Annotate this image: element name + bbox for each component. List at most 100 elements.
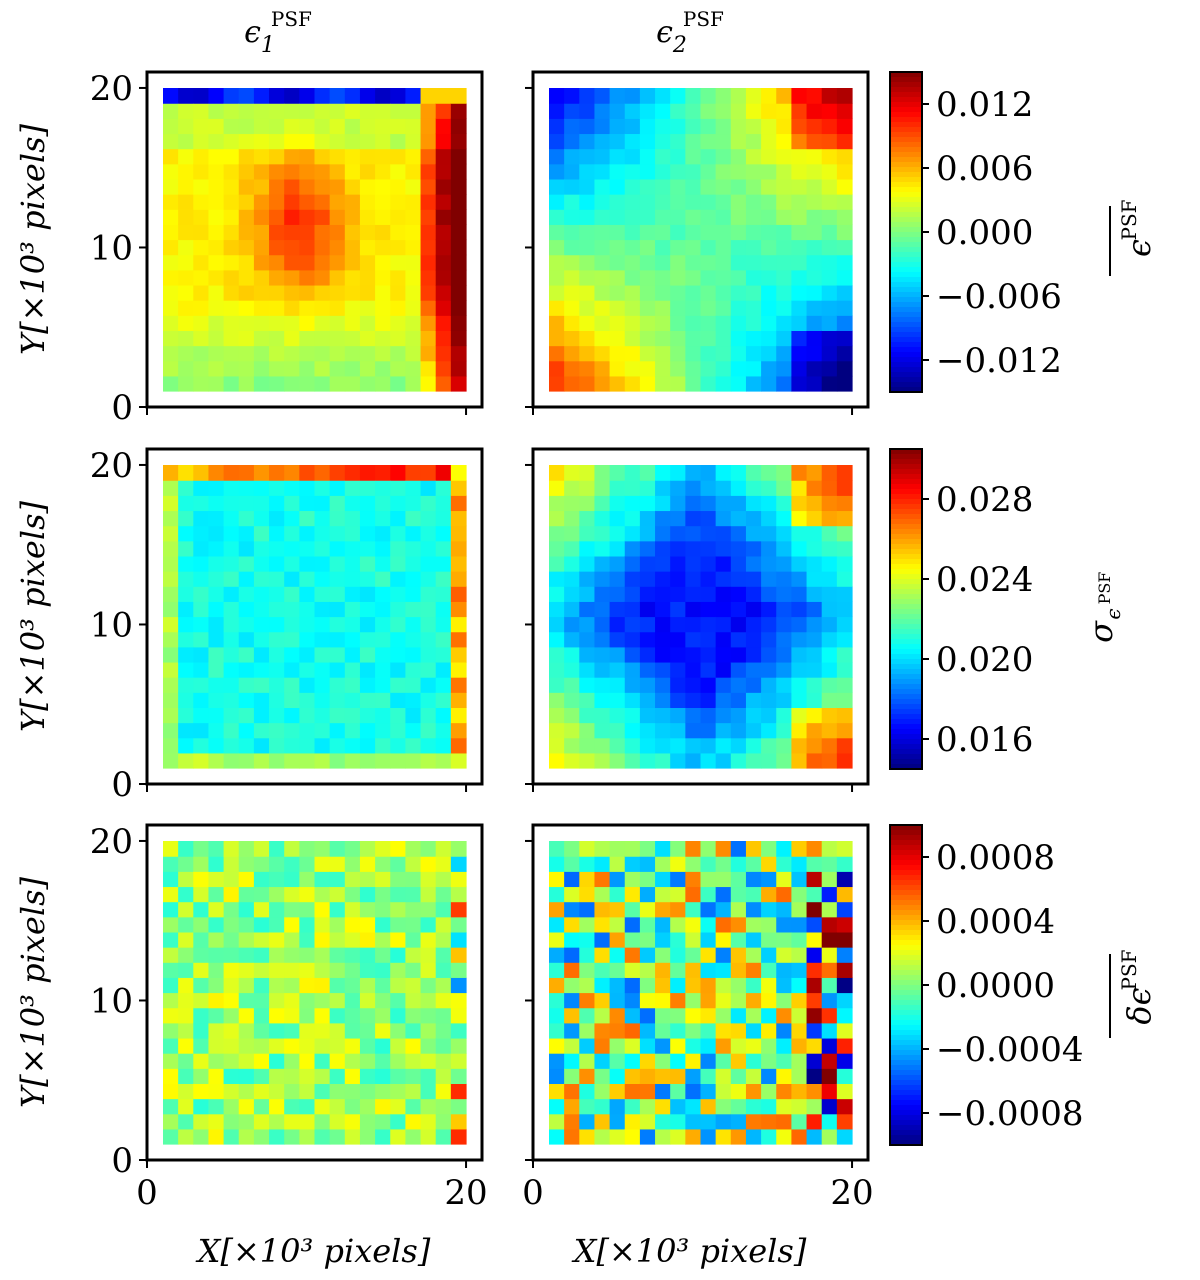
heatmap-cell — [715, 1053, 732, 1069]
heatmap-cell — [685, 540, 702, 557]
heatmap-cell — [821, 194, 838, 210]
heatmap-cell — [609, 555, 626, 572]
heatmap-cell — [405, 510, 422, 527]
heatmap-cell — [284, 586, 300, 602]
heatmap-cell — [344, 284, 361, 301]
heatmap-cell — [223, 510, 240, 527]
heatmap-cell — [375, 1113, 391, 1130]
heatmap-cell — [836, 133, 853, 150]
heatmap-cell — [375, 677, 391, 693]
heatmap-cell — [344, 360, 361, 377]
colorbar-segment — [890, 524, 922, 530]
heatmap-cell — [685, 1113, 702, 1130]
colorbar-segment — [890, 529, 922, 535]
heatmap-cell — [253, 269, 270, 286]
heatmap-cell — [564, 330, 580, 347]
heatmap-cell — [624, 947, 641, 963]
heatmap-cell — [549, 871, 565, 888]
colorbar-segment — [890, 97, 922, 103]
heatmap-cell — [314, 722, 331, 739]
heatmap-cell — [791, 118, 808, 135]
y-axis-label: Y[×10³ pixels] — [14, 876, 52, 1108]
heatmap-cell — [594, 480, 611, 496]
heatmap-cell — [715, 977, 732, 994]
heatmap-cell — [564, 1053, 580, 1069]
heatmap-cell — [639, 224, 656, 241]
heatmap-cell — [163, 330, 179, 347]
heatmap-cell — [806, 901, 823, 918]
heatmap-cell — [329, 901, 346, 918]
heatmap-cell — [375, 1098, 391, 1115]
heatmap-cell — [730, 163, 747, 180]
heatmap-cell — [670, 118, 686, 135]
heatmap-cell — [253, 916, 270, 933]
heatmap-cell — [405, 330, 422, 347]
heatmap-cell — [670, 224, 686, 241]
heatmap-cell — [624, 752, 641, 769]
heatmap-cell — [594, 871, 611, 888]
heatmap-cell — [314, 1037, 331, 1054]
heatmap-cell — [208, 752, 225, 769]
heatmap-cell — [594, 1007, 611, 1024]
heatmap-cell — [579, 555, 596, 572]
heatmap-cell — [579, 646, 596, 663]
heatmap-cell — [390, 692, 406, 708]
heatmap-cell — [450, 345, 467, 362]
heatmap-cell — [655, 284, 671, 301]
heatmap-cell — [163, 315, 179, 331]
heatmap-cell — [208, 856, 225, 872]
heatmap-cell — [609, 901, 626, 918]
heatmap-cell — [223, 555, 240, 572]
heatmap-cell — [359, 1113, 376, 1130]
heatmap-cell — [655, 977, 671, 994]
heatmap-cell — [435, 209, 452, 225]
colorbar-segment — [890, 840, 922, 846]
heatmap-cell — [299, 722, 316, 739]
heatmap-cell — [163, 722, 179, 739]
heatmap-cell — [253, 1022, 270, 1039]
heatmap-cell — [314, 269, 331, 286]
heatmap-cell — [836, 631, 853, 648]
heatmap-cell — [375, 692, 391, 708]
colorbar-segment — [890, 227, 922, 233]
heatmap-cell — [821, 722, 838, 739]
heatmap-cell — [435, 480, 452, 496]
svg-text:PSF: PSF — [1095, 572, 1114, 605]
heatmap-cell — [745, 916, 762, 933]
heatmap-cell — [359, 962, 376, 978]
heatmap-cell — [299, 239, 316, 256]
heatmap-cell — [670, 1113, 686, 1130]
heatmap-cell — [791, 631, 808, 648]
heatmap-cell — [821, 163, 838, 180]
heatmap-cell — [685, 480, 702, 496]
heatmap-cell — [609, 1098, 626, 1115]
heatmap-cell — [761, 677, 777, 693]
heatmap-cell — [238, 495, 255, 512]
heatmap-cell — [390, 194, 406, 210]
heatmap-cell — [238, 856, 255, 872]
colorbar-segment — [890, 619, 922, 625]
heatmap-cell — [223, 88, 240, 104]
heatmap-cell — [359, 871, 376, 888]
heatmap-cell — [269, 992, 285, 1009]
heatmap-cell — [344, 345, 361, 362]
heatmap-cell — [639, 1037, 656, 1054]
heatmap-cell — [776, 300, 792, 316]
heatmap-cell — [390, 916, 406, 933]
heatmap-cell — [609, 300, 626, 316]
heatmap-cell — [178, 901, 194, 918]
heatmap-cell — [193, 133, 210, 150]
heatmap-cell — [579, 103, 596, 119]
heatmap-cell — [806, 916, 823, 933]
heatmap-cell — [163, 646, 179, 663]
heatmap-cell — [791, 977, 808, 994]
heatmap-cell — [223, 209, 240, 225]
heatmap-cell — [420, 1022, 437, 1039]
heatmap-cell — [579, 601, 596, 618]
heatmap-cell — [761, 510, 777, 527]
heatmap-cell — [253, 118, 270, 135]
colorbar-segment — [890, 1130, 922, 1136]
heatmap-cell — [390, 571, 406, 587]
heatmap-cell — [223, 707, 240, 724]
heatmap-cell — [178, 586, 194, 602]
